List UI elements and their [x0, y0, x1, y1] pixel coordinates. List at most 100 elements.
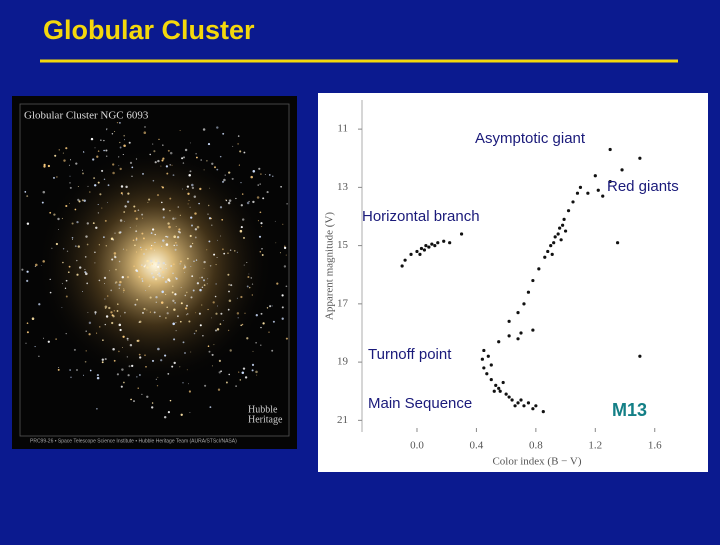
star: [96, 332, 98, 334]
star: [228, 299, 232, 303]
star: [111, 133, 114, 135]
star: [268, 331, 270, 333]
star: [56, 176, 58, 178]
star: [240, 226, 243, 229]
star: [246, 285, 249, 288]
data-point: [566, 209, 571, 213]
star: [164, 354, 167, 357]
data-point: [601, 194, 605, 198]
star: [120, 185, 124, 188]
star: [246, 337, 249, 340]
star: [43, 165, 46, 168]
star: [196, 282, 200, 285]
star: [280, 185, 282, 188]
star: [200, 159, 202, 161]
star: [274, 220, 276, 222]
star: [118, 283, 121, 287]
data-point: [498, 389, 502, 393]
star: [275, 242, 277, 244]
star: [164, 280, 168, 284]
data-point: [403, 258, 407, 262]
star: [115, 268, 117, 271]
y-tick-label: 19: [337, 356, 349, 368]
star: [65, 147, 68, 150]
star: [127, 339, 129, 341]
star: [106, 295, 109, 297]
star: [113, 252, 117, 255]
star: [195, 156, 198, 159]
star: [224, 174, 226, 176]
star: [112, 348, 115, 351]
data-point: [608, 179, 612, 184]
star: [54, 154, 57, 157]
logo-line: Hubble: [248, 404, 278, 415]
data-point: [531, 407, 535, 411]
star: [171, 365, 174, 368]
star: [260, 326, 262, 329]
star: [65, 333, 67, 335]
star: [199, 187, 202, 191]
star: [96, 155, 99, 158]
star: [153, 249, 155, 251]
star: [66, 250, 69, 252]
star: [188, 390, 191, 393]
star: [156, 264, 159, 266]
star: [166, 312, 169, 315]
star: [194, 212, 197, 215]
star: [220, 235, 222, 237]
star: [134, 303, 137, 306]
star: [94, 311, 97, 314]
star: [133, 265, 135, 268]
star: [120, 385, 123, 388]
data-point: [561, 223, 565, 227]
star: [127, 192, 130, 195]
star: [182, 267, 185, 270]
star: [207, 308, 209, 311]
star: [237, 143, 239, 145]
star: [175, 217, 177, 219]
star: [214, 295, 217, 298]
star: [208, 350, 211, 353]
star: [175, 330, 177, 332]
star: [178, 228, 181, 231]
star: [149, 296, 152, 299]
star: [152, 276, 155, 279]
star: [76, 220, 79, 224]
star: [207, 278, 209, 280]
star: [203, 260, 206, 264]
star: [105, 315, 109, 318]
star: [121, 368, 124, 371]
star: [101, 207, 103, 209]
star: [131, 175, 133, 177]
star: [118, 156, 120, 158]
star: [160, 165, 162, 167]
star: [118, 260, 121, 263]
x-tick-label: 1.2: [588, 440, 602, 452]
star: [26, 222, 30, 225]
data-point: [418, 252, 422, 256]
star: [131, 166, 134, 169]
annotation: Main Sequence: [368, 395, 472, 412]
star: [141, 232, 144, 235]
star: [107, 202, 109, 204]
star: [155, 260, 157, 262]
star: [219, 206, 223, 209]
star: [154, 161, 157, 164]
star: [139, 374, 141, 376]
star: [217, 388, 221, 391]
star: [168, 279, 171, 282]
star: [157, 265, 160, 268]
data-point: [526, 290, 531, 294]
star: [122, 153, 124, 156]
star: [143, 265, 146, 268]
star: [161, 201, 163, 204]
star: [82, 291, 84, 292]
data-point: [480, 357, 484, 361]
star: [160, 301, 164, 304]
star: [179, 320, 182, 323]
star: [76, 369, 78, 371]
star: [72, 238, 73, 240]
star: [87, 312, 89, 314]
star: [286, 202, 288, 205]
star: [159, 267, 162, 270]
